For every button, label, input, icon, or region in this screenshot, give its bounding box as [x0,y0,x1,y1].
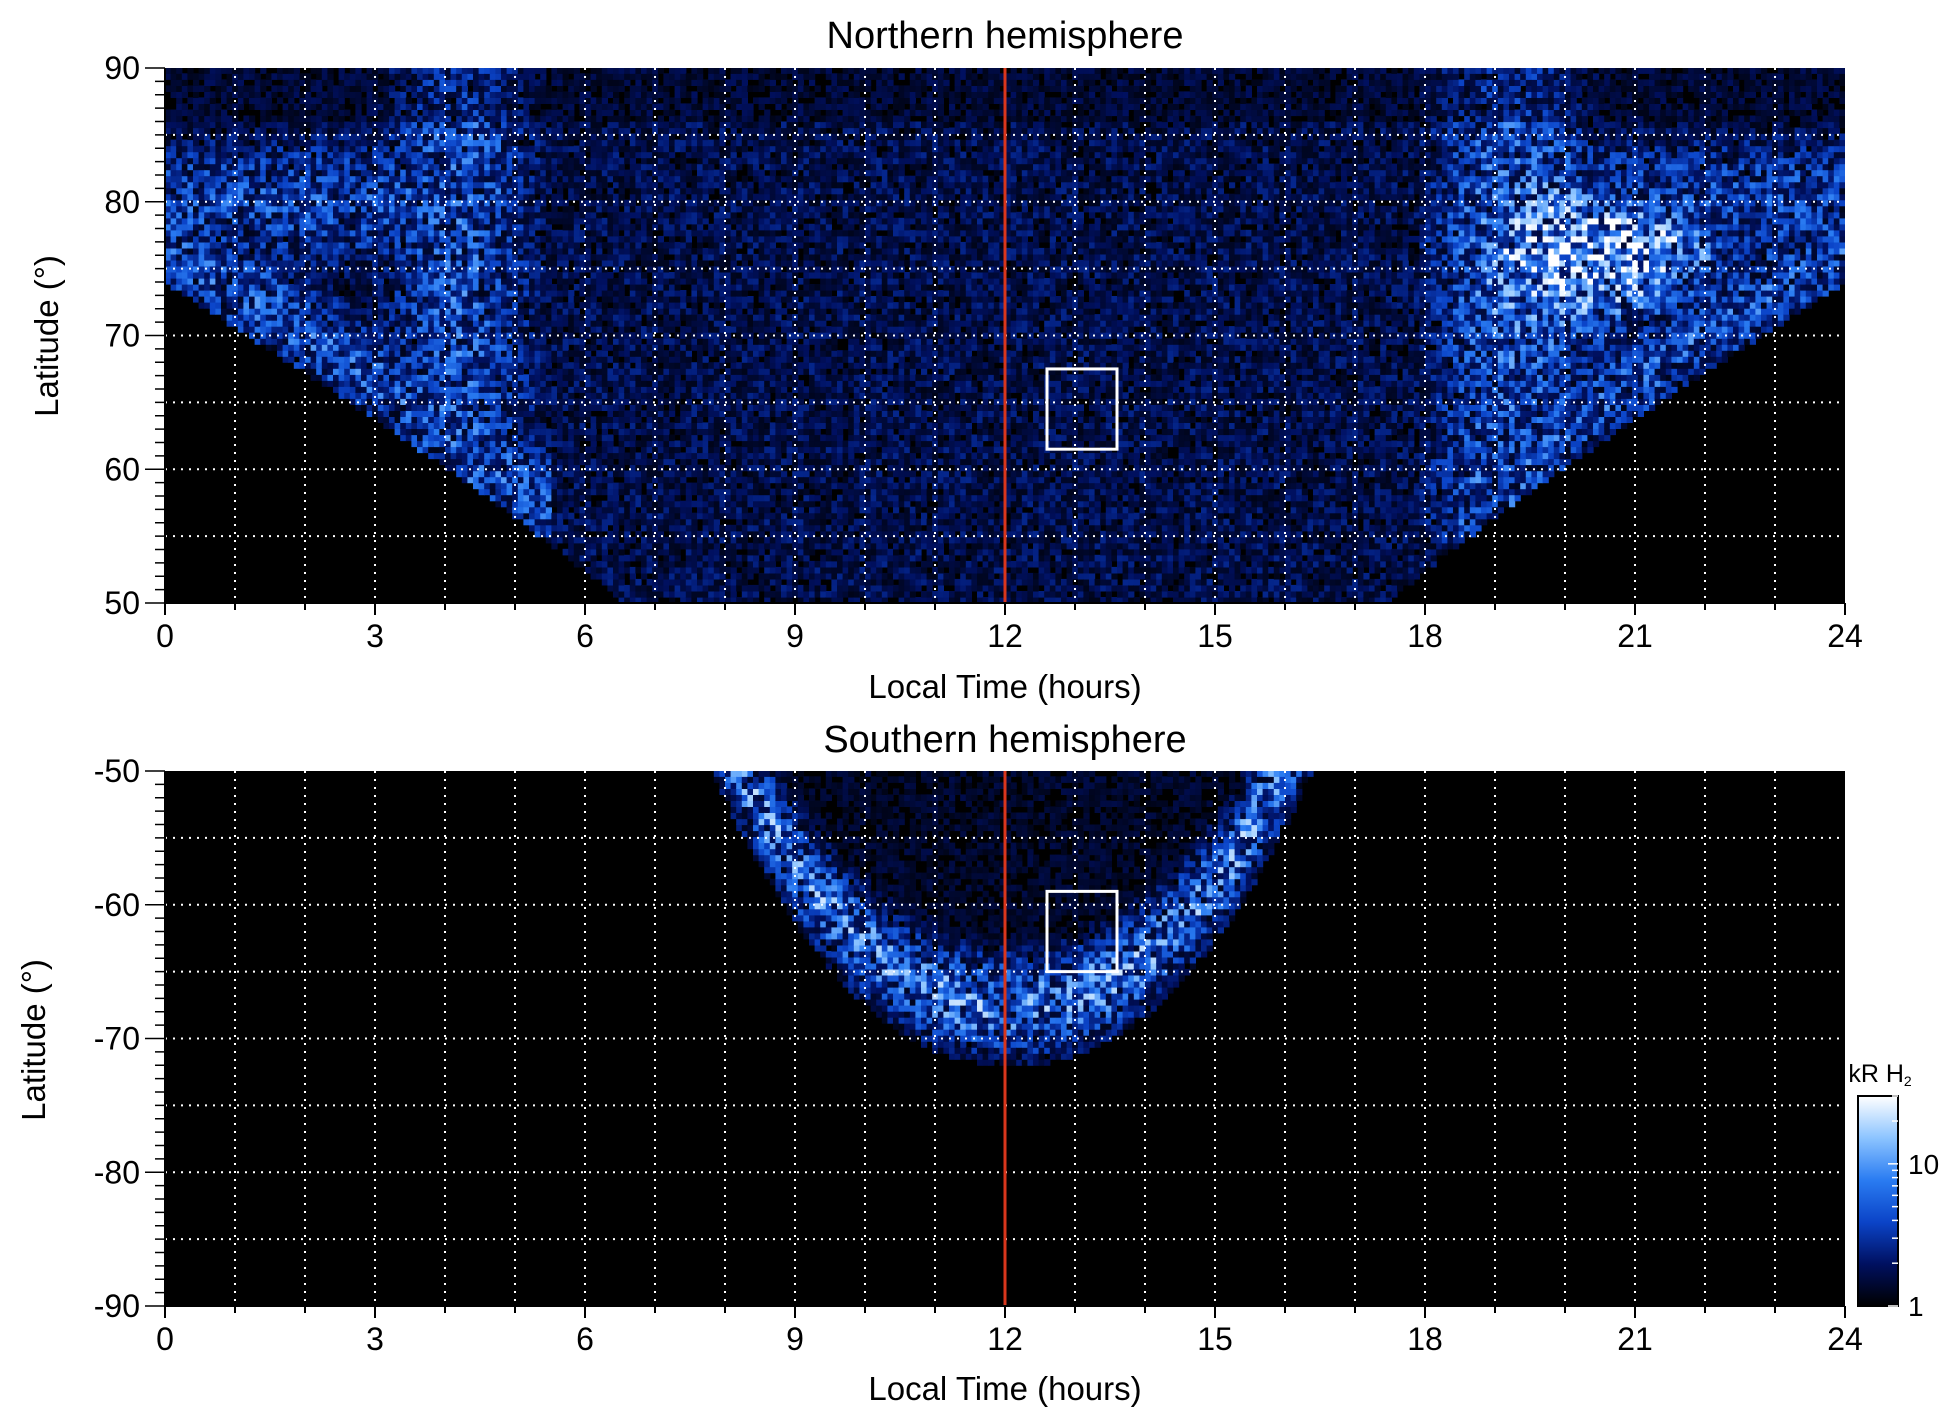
north-title: Northern hemisphere [827,15,1184,57]
y-tick-label: -60 [94,887,140,923]
x-tick-label: 24 [1827,1321,1863,1357]
x-tick-label: 12 [987,618,1023,654]
x-tick-label: 24 [1827,618,1863,654]
x-tick-label: 0 [156,1321,174,1357]
colorbar: kR H2 1 10 [1848,1060,1939,1322]
northern-hemisphere-panel: Northern hemisphere 0 3 6 9 12 15 18 21 24 50 60 70… [28,15,1863,705]
south-y-axis-label: Latitude (°) [15,959,52,1121]
north-axes: 0 3 6 9 12 15 18 21 24 50 60 70 80 90 [104,50,1862,654]
x-tick-label: 15 [1197,1321,1233,1357]
x-tick-label: 0 [156,618,174,654]
colorbar-tick-label: 1 [1908,1291,1924,1322]
x-tick-label: 3 [366,1321,384,1357]
south-axes: 0 3 6 9 12 15 18 21 24 -90 -80 -70 -60 -50 [94,753,1863,1357]
south-title: Southern hemisphere [823,719,1186,761]
x-tick-label: 12 [987,1321,1023,1357]
north-x-axis-label: Local Time (hours) [868,668,1141,705]
x-tick-label: 15 [1197,618,1233,654]
y-tick-label: -90 [94,1288,140,1324]
colorbar-tick-label: 10 [1908,1149,1939,1180]
y-tick-label: 60 [104,451,140,487]
x-tick-label: 21 [1617,1321,1653,1357]
y-tick-label: 70 [104,318,140,354]
y-tick-label: -50 [94,753,140,789]
southern-hemisphere-panel: Southern hemisphere 0 3 6 9 12 15 18 21 24 -90 -80… [15,719,1863,1407]
x-tick-label: 9 [786,618,804,654]
x-tick-label: 6 [576,618,594,654]
south-x-axis-label: Local Time (hours) [868,1370,1141,1407]
y-tick-label: -70 [94,1021,140,1057]
y-tick-label: -80 [94,1154,140,1190]
north-y-axis-label: Latitude (°) [28,255,65,417]
colorbar-gradient [1857,1095,1899,1307]
x-tick-label: 9 [786,1321,804,1357]
x-tick-label: 6 [576,1321,594,1357]
south-highlight-box [1045,889,1119,974]
x-tick-label: 3 [366,618,384,654]
x-tick-label: 18 [1407,618,1443,654]
y-tick-label: 50 [104,585,140,621]
y-tick-label: 80 [104,184,140,220]
x-tick-label: 21 [1617,618,1653,654]
colorbar-ticks: 1 10 [1888,1095,1939,1322]
north-highlight-box [1045,367,1119,451]
x-tick-label: 18 [1407,1321,1443,1357]
colorbar-label: kR H2 [1848,1060,1912,1089]
south-emission-map [713,771,1314,1066]
y-tick-label: 90 [104,50,140,86]
